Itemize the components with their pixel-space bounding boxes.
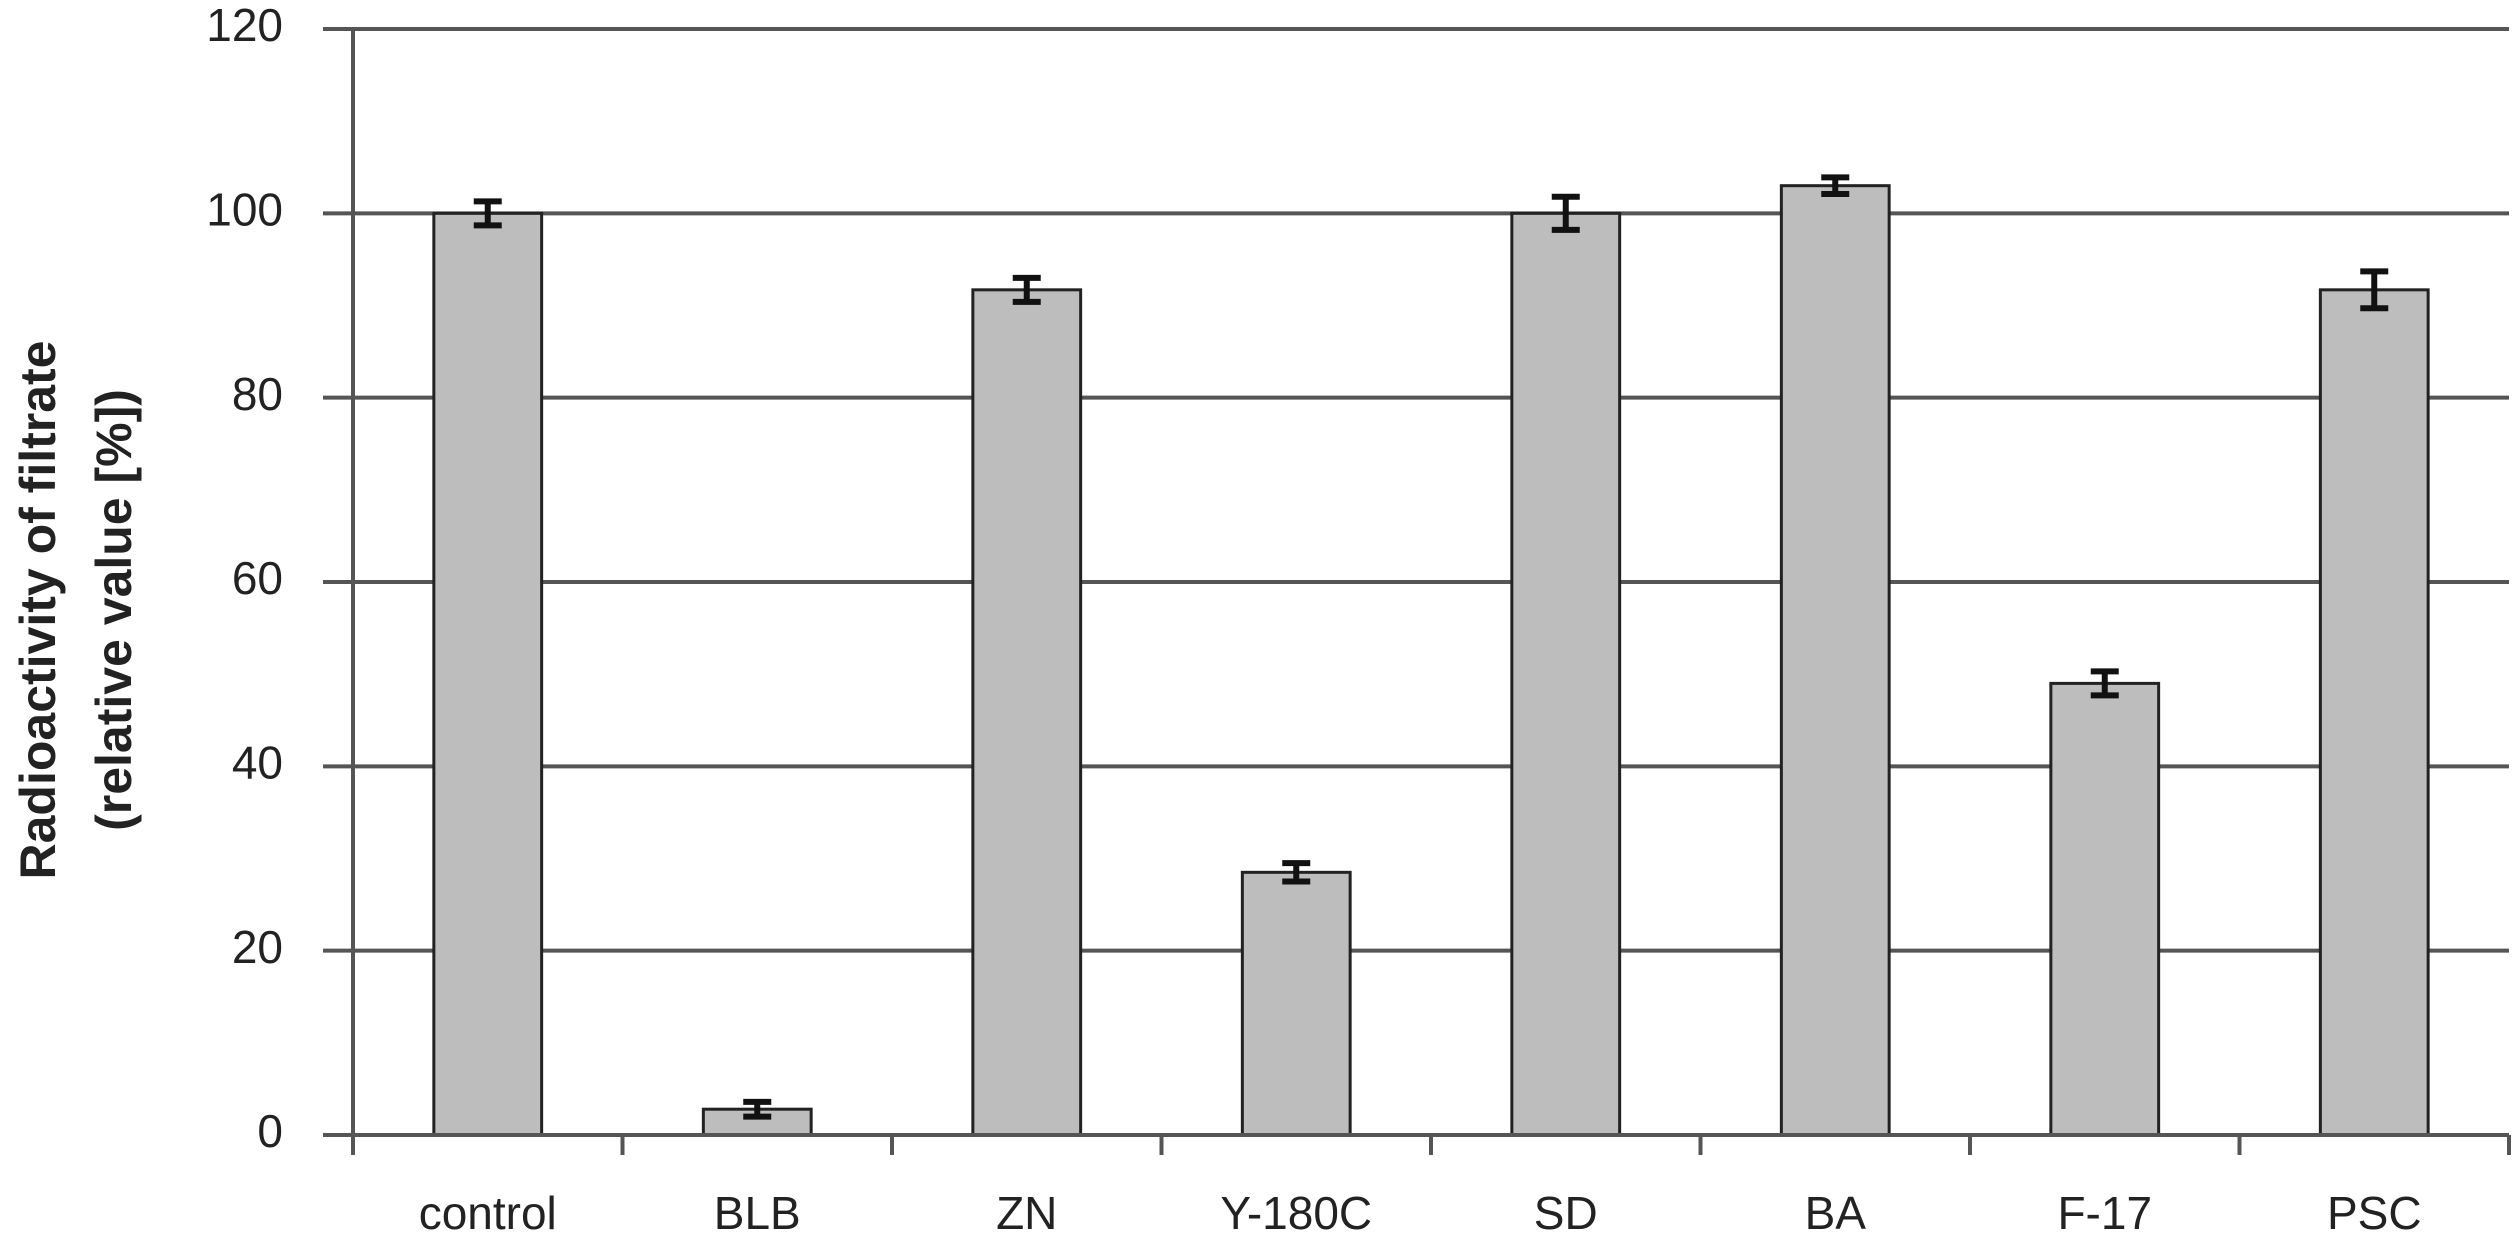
bar: [2318, 288, 2430, 1137]
y-axis-title: Radioactivity of filtrate (relative valu…: [10, 341, 142, 880]
error-bar: [1551, 193, 1580, 233]
bar: [1240, 870, 1352, 1137]
y-tick-label: 80: [232, 368, 283, 420]
y-tick-label: 120: [206, 0, 283, 51]
y-tick-label: 60: [232, 552, 283, 604]
error-bar: [1012, 274, 1041, 305]
x-tick-label: BLB: [714, 1187, 801, 1237]
x-tick-label: PSC: [2327, 1187, 2422, 1237]
x-tick-label: BA: [1805, 1187, 1867, 1237]
bar: [1510, 211, 1622, 1137]
x-tick-label: ZN: [996, 1187, 1057, 1237]
error-bar: [743, 1098, 772, 1120]
bar: [1779, 184, 1891, 1137]
bar: [2049, 681, 2161, 1137]
x-tick-label: SD: [1534, 1187, 1598, 1237]
error-bar: [1282, 860, 1311, 885]
y-axis-title-line: Radioactivity of filtrate: [10, 341, 66, 880]
bar: [971, 288, 1083, 1137]
x-tick-label: control: [419, 1187, 557, 1237]
y-tick-label: 100: [206, 183, 283, 235]
y-axis-title-line: (relative value [%]): [86, 389, 142, 831]
error-bar: [2360, 268, 2389, 312]
y-tick-label: 20: [232, 921, 283, 973]
x-tick-label: F-17: [2057, 1187, 2152, 1237]
x-tick-label: Y-180C: [1220, 1187, 1372, 1237]
y-tick-label: 0: [257, 1105, 283, 1157]
y-tick-label: 40: [232, 736, 283, 788]
error-bar: [473, 198, 502, 229]
bar: [432, 211, 544, 1137]
error-bar: [1821, 174, 1850, 197]
error-bar: [2090, 668, 2119, 699]
